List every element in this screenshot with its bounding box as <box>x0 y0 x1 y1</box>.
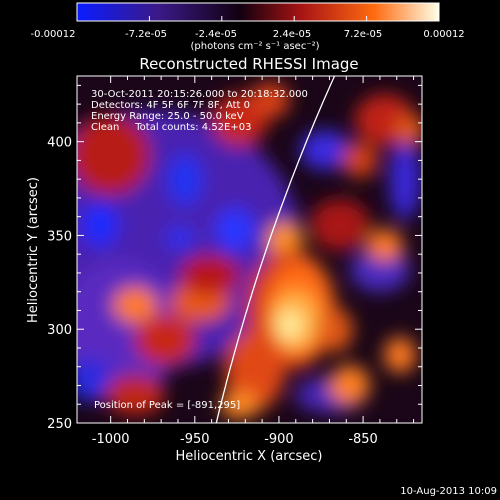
colorbar: -0.00012 -7.2e-05 -2.4e-05 2.4e-05 7.2e-… <box>31 2 465 52</box>
colorbar-tick-label: -7.2e-05 <box>125 29 167 40</box>
heatmap-blob <box>180 255 240 295</box>
y-tick-label: 400 <box>47 136 72 151</box>
x-axis: -1000 -950 -900 -850 Heliocentric X (arc… <box>92 432 378 464</box>
heatmap-blob <box>330 365 370 405</box>
annotation-clean-counts: Clean Total counts: 4.52E+03 <box>91 122 251 133</box>
y-tick-label: 350 <box>47 229 72 244</box>
heatmap-blob <box>300 130 350 170</box>
heatmap-blob <box>389 140 421 220</box>
heatmap-blob <box>220 391 260 419</box>
y-tick-label: 300 <box>47 323 72 338</box>
x-tick-label: -950 <box>180 432 210 447</box>
chart-title: Reconstructed RHESSI Image <box>139 55 358 73</box>
heatmap-blob <box>317 308 353 352</box>
heatmap-image <box>77 82 422 419</box>
peak-position-label: Position of Peak = [-891,295] <box>94 400 240 411</box>
x-tick-label: -900 <box>264 432 294 447</box>
heatmap-blob <box>113 287 157 323</box>
date-stamp: 10-Aug-2013 10:09 <box>400 486 497 497</box>
heatmap-blob <box>384 337 416 373</box>
plot-frame <box>76 75 423 424</box>
heatmap-blob <box>77 115 150 195</box>
heatmap-blob <box>310 199 370 251</box>
heatmap-blob <box>225 330 285 410</box>
heatmap-blob <box>395 115 422 145</box>
heatmap-blob <box>215 208 255 252</box>
colorbar-tick-label: -2.4e-05 <box>195 29 237 40</box>
heatmap-blob <box>105 375 165 415</box>
heatmap-blob <box>167 154 203 206</box>
colorbar-gradient <box>76 2 440 22</box>
solar-limb-line <box>215 76 336 423</box>
heatmap-blob <box>278 310 302 340</box>
x-tick-label: -850 <box>348 432 378 447</box>
heatmap-blob <box>342 142 378 178</box>
heatmap-blob <box>267 222 303 258</box>
annotation-time-range: 30-Oct-2011 20:15:26.000 to 20:18:32.000 <box>91 89 308 100</box>
heatmap-blob <box>135 315 195 365</box>
heatmap-blob <box>250 82 290 118</box>
axis-ticks <box>77 76 422 424</box>
colorbar-unit-label: (photons cm⁻² s⁻¹ asec⁻²) <box>190 41 319 52</box>
x-tick-label: -1000 <box>92 432 130 447</box>
colorbar-ticks <box>76 16 440 21</box>
y-tick-label: 250 <box>47 417 72 432</box>
colorbar-tick-label: 7.2e-05 <box>344 29 382 40</box>
heatmap-blob <box>367 229 403 261</box>
plot-area: 30-Oct-2011 20:15:26.000 to 20:18:32.000… <box>76 75 423 424</box>
colorbar-tick-label: -0.00012 <box>31 29 76 40</box>
colorbar-tick-label: 2.4e-05 <box>273 29 311 40</box>
colorbar-tick-label: 0.00012 <box>423 29 464 40</box>
heatmap-blob <box>77 358 110 402</box>
x-axis-label: Heliocentric X (arcsec) <box>176 449 323 464</box>
y-axis: 250 300 350 400 Heliocentric Y (arcsec) <box>26 136 72 432</box>
annotation-detectors: Detectors: 4F 5F 6F 7F 8F, Att 0 <box>91 100 250 111</box>
annotation-energy-range: Energy Range: 25.0 - 50.0 keV <box>91 111 244 122</box>
heatmap-blob <box>350 248 410 292</box>
heatmap-blob <box>166 226 194 250</box>
y-axis-label: Heliocentric Y (arcsec) <box>26 177 41 323</box>
heatmap-blob <box>82 203 118 247</box>
